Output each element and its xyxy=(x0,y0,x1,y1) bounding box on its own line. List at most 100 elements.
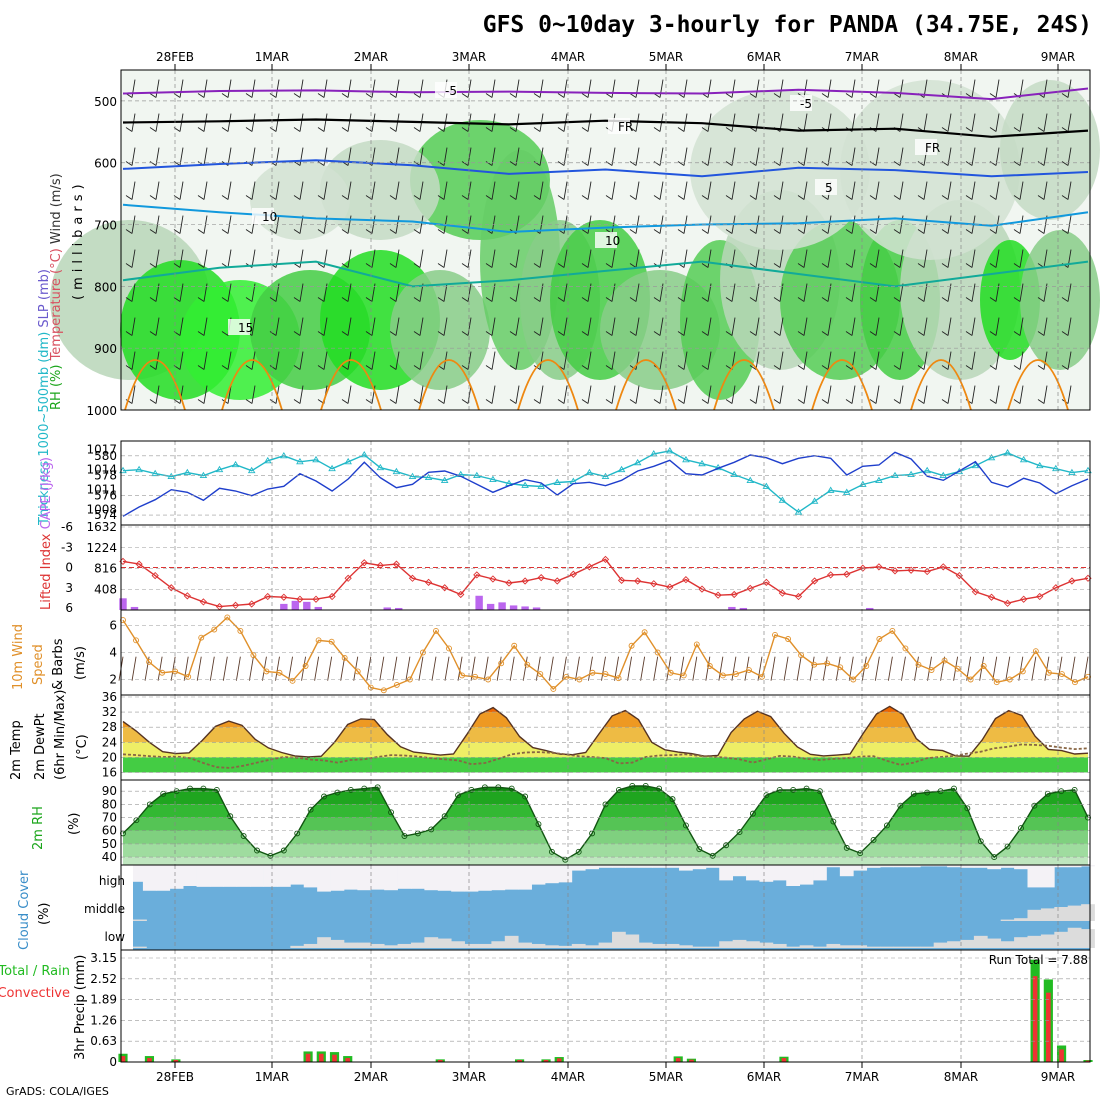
temp-tick: 32 xyxy=(102,705,117,719)
wind-speed-point xyxy=(159,669,166,676)
wind-barb-flag xyxy=(917,263,925,268)
wind-barb-flag xyxy=(893,161,901,166)
wind-barb-flag xyxy=(221,365,229,370)
lifted-index-point xyxy=(392,560,401,568)
wind-barb-flag xyxy=(485,399,493,404)
wind-barb-flag xyxy=(653,229,661,234)
thickness-point xyxy=(842,488,851,495)
rh-tick: 90 xyxy=(102,784,117,798)
wind-barb xyxy=(770,656,776,681)
wind-barb-flag xyxy=(869,331,877,336)
wind-barb-flag xyxy=(125,399,133,404)
lifted-index-point xyxy=(344,574,352,582)
contour-label-bg xyxy=(595,232,617,248)
cape-tick: 1224 xyxy=(86,541,117,555)
cloud-high xyxy=(477,865,492,891)
precip-conv-bar xyxy=(543,1060,549,1062)
cloud-middle xyxy=(1027,909,1042,921)
wind-barb-flag xyxy=(701,263,709,268)
wind-barb-flag xyxy=(989,297,997,302)
wind-barb-flag xyxy=(245,195,253,200)
wind-barb xyxy=(947,249,952,268)
wind-barb-flag xyxy=(845,399,853,404)
wind-barb xyxy=(418,656,424,681)
rh-axis-label-2: (%) xyxy=(67,813,82,836)
wind-barb xyxy=(491,317,496,336)
cloud-high xyxy=(196,865,211,887)
thickness-point xyxy=(923,466,931,474)
wind-barb xyxy=(707,113,712,132)
wind-barb-flag xyxy=(485,161,493,166)
wind-barb xyxy=(299,181,304,200)
wind-speed-point xyxy=(902,645,909,652)
wind-barb xyxy=(299,113,304,132)
wind-barb xyxy=(1019,317,1024,336)
wind-barb-flag xyxy=(797,399,805,404)
wind-barb xyxy=(574,656,580,681)
precip-axis-label: 3hr Precip (mm) xyxy=(73,955,88,1060)
cape-bar xyxy=(486,603,495,610)
wind-barb xyxy=(779,181,784,200)
wind-barb-flag xyxy=(773,161,781,166)
thickness-point xyxy=(778,496,787,503)
dewpt-line xyxy=(122,743,1089,769)
wind-speed-point xyxy=(459,672,466,679)
cloud-high xyxy=(518,865,532,890)
cloud-panel xyxy=(133,865,1095,950)
upper-y-tick: 900 xyxy=(94,342,117,356)
wind-barb xyxy=(803,351,808,370)
wind-barb xyxy=(235,656,241,681)
contour-label-bg xyxy=(815,179,837,195)
bottom-date-label: 2MAR xyxy=(354,1070,389,1084)
cloud-row-label: low xyxy=(105,930,126,944)
wind-barb-flag xyxy=(485,195,493,200)
rh-point xyxy=(1004,843,1011,850)
wind-barb xyxy=(947,351,952,370)
wind-barb xyxy=(379,656,385,681)
wind-barb-flag xyxy=(317,365,325,370)
contour-label: 10 xyxy=(605,234,620,248)
wind-speed-point xyxy=(680,672,687,679)
wind-barb xyxy=(659,351,664,370)
cloud-low xyxy=(759,942,774,948)
wind-barb xyxy=(779,385,784,404)
contour-label-bg xyxy=(790,95,812,111)
wind-barb xyxy=(1043,385,1048,404)
cloud-middle xyxy=(1040,908,1055,921)
rh-point xyxy=(736,829,743,836)
wind-barb xyxy=(1043,181,1048,200)
wind-barb-flag xyxy=(1013,399,1021,404)
wind-barb-flag xyxy=(869,365,877,370)
precip-conv-bar xyxy=(1085,1060,1091,1062)
wind-barb-flag xyxy=(389,331,397,336)
wind-barb xyxy=(755,113,760,132)
li-tick: 0 xyxy=(65,561,73,575)
thickness-axis-label: Thickness 1000~500mb (dm) SLP (mb) xyxy=(37,269,52,526)
rh-point xyxy=(428,826,435,833)
wind-barb xyxy=(419,249,424,268)
cloud-high xyxy=(786,865,801,886)
wind-barb-flag xyxy=(653,195,661,200)
wind-barb-flag xyxy=(1037,127,1045,132)
cloud-high xyxy=(370,865,385,890)
wind-barb xyxy=(683,79,688,98)
cloud-low xyxy=(987,938,1002,948)
wind-barb xyxy=(371,249,376,268)
temp-axis-label: (6hr Min/Max) xyxy=(53,690,68,780)
thickness-tick: 578 xyxy=(94,469,117,483)
cloud-low xyxy=(531,943,546,948)
rh-point xyxy=(642,783,649,789)
rh-point xyxy=(240,833,247,839)
wind-barb-flag xyxy=(365,127,373,132)
wind-barb xyxy=(347,113,352,132)
cloud-low xyxy=(1027,935,1042,948)
wind-barb-flag xyxy=(557,93,565,98)
wind-barb-flag xyxy=(917,297,925,302)
wind-barb-flag xyxy=(845,297,853,302)
wind-barb xyxy=(683,351,688,370)
thickness-point xyxy=(939,471,948,479)
wind-barb xyxy=(803,147,808,166)
wind-speed-point xyxy=(641,629,648,636)
cloud-high xyxy=(558,865,573,883)
wind-barb-flag xyxy=(293,195,301,200)
